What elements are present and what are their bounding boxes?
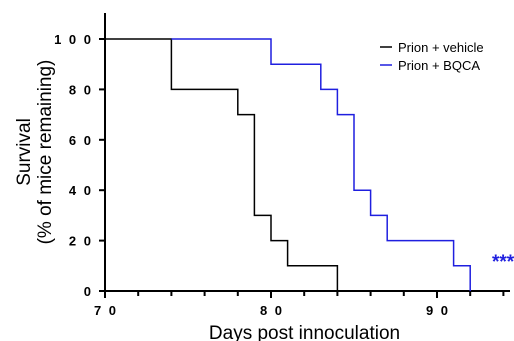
x-tick-label: 8 0 — [260, 303, 284, 318]
series-layer — [105, 38, 471, 291]
significance-annotation: *** — [492, 252, 514, 273]
y-axis-title-line2: (% of mice remaining) — [35, 60, 56, 245]
y-tick-label: 2 0 — [69, 234, 93, 249]
legend-label: Prion + vehicle — [398, 40, 484, 55]
y-tick-label: 1 0 0 — [54, 32, 93, 47]
legend-label: Prion + BQCA — [398, 58, 480, 73]
y-tick-label: 4 0 — [69, 183, 93, 198]
y-axis-title-line1: Survival — [14, 118, 35, 186]
y-tick-label: 8 0 — [69, 82, 93, 97]
axes: 0 2 0 4 0 6 0 8 0 1 0 0 7 0 8 0 9 0 — [54, 13, 510, 318]
series-line-2 — [171, 38, 471, 291]
x-tick-label: 9 0 — [426, 303, 450, 318]
series-line-1 — [105, 38, 339, 291]
x-axis-title: Days post innoculation — [209, 323, 400, 341]
x-tick-label: 7 0 — [94, 303, 118, 318]
y-tick-label: 6 0 — [69, 133, 93, 148]
y-tick-label: 0 — [84, 284, 93, 299]
legend: Prion + vehicle Prion + BQCA — [380, 40, 484, 73]
